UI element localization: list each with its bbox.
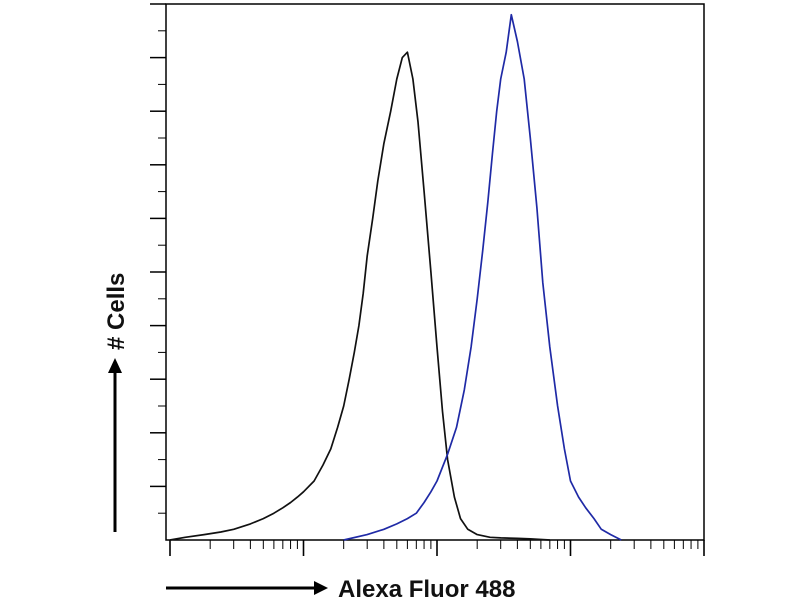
y-axis-label: # Cells: [103, 273, 130, 350]
x-axis-label: Alexa Fluor 488: [338, 576, 515, 600]
series-line-2: [343, 13, 622, 541]
y-axis-ticks: [150, 3, 166, 514]
series-line-1: [169, 51, 550, 541]
y-axis-arrow-head: [108, 358, 122, 373]
x-axis-ticks: [169, 540, 705, 556]
series-layer: [169, 13, 622, 541]
x-axis-arrow-head: [314, 581, 328, 595]
plot-frame: [165, 3, 705, 541]
